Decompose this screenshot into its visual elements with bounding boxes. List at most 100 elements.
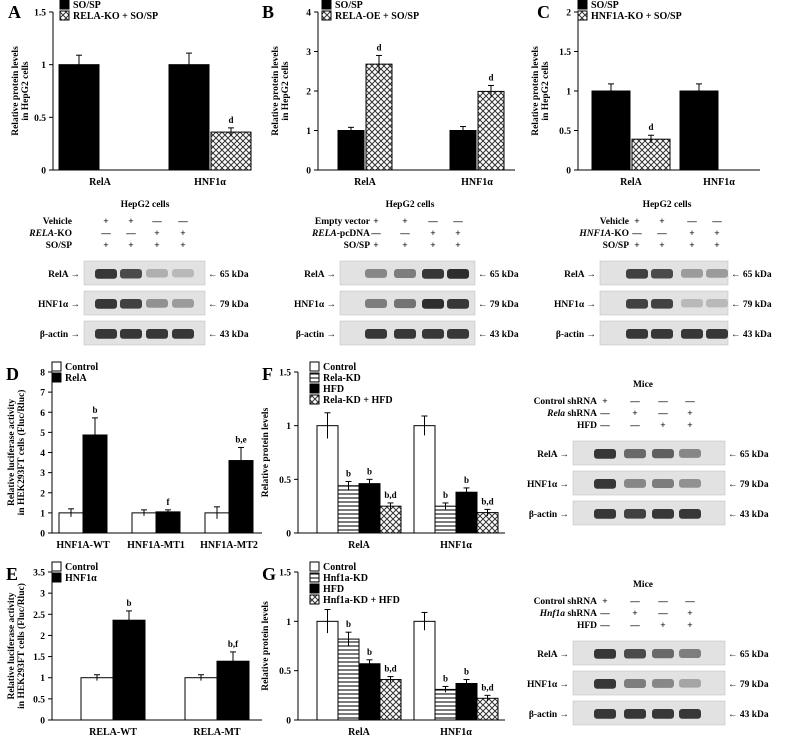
treatment-sign: — (629, 421, 640, 431)
chart-d: D 0 1 2 3 4 5 6 7 8 Relative luciferase activity in… (6, 361, 262, 551)
legend-swatch (309, 394, 320, 405)
legend-label: RelA (65, 373, 87, 384)
band-size: ← 65 kDa (728, 450, 769, 460)
legend-label: SO/SP (591, 0, 619, 11)
band-size: ← 79 kDa (478, 300, 519, 310)
treatment-sign: — (370, 229, 381, 239)
y-tick-label: 8 (40, 369, 45, 379)
treatment-sign: + (632, 409, 637, 419)
bar (455, 491, 478, 534)
protein-band (365, 299, 387, 308)
significance-label: b,d (481, 682, 493, 692)
condition-label: Vehicle (600, 217, 629, 227)
treatment-sign: — (125, 229, 136, 239)
treatment-sign: — (711, 217, 722, 227)
category-label: HNF1α (461, 177, 493, 188)
y-axis-label: Relative protein levels (261, 601, 271, 691)
category-label: RelA (620, 177, 642, 188)
treatment-sign: + (659, 217, 664, 227)
treatment-sign: — (151, 217, 162, 227)
legend-swatch (51, 561, 62, 572)
legend-label: SO/SP (73, 0, 101, 11)
protein-band (422, 329, 444, 339)
condition-suffix: -KO (611, 229, 629, 239)
bar (58, 64, 100, 171)
panel-letter: A (8, 2, 21, 22)
y-tick-label: 0 (286, 530, 291, 540)
protein-band (365, 329, 387, 339)
treatment-sign: + (714, 241, 719, 251)
band-name: HNF1α → (527, 480, 569, 490)
protein-band (422, 269, 444, 279)
significance-label: b,d (384, 664, 396, 674)
protein-band (120, 329, 142, 339)
band-name: RelA → (537, 650, 569, 660)
y-tick-label: 1.5 (559, 48, 571, 58)
band-size: ← 79 kDa (728, 680, 769, 690)
protein-band (624, 509, 646, 519)
treatment-sign: — (657, 609, 668, 619)
chart-g: G 0 0.5 1 1.5 Relative protein levels b b b,d Rel… (261, 561, 505, 738)
y-axis-label: Relative protein levels (261, 407, 271, 497)
treatment-sign: + (430, 229, 435, 239)
chart-f: F 0 0.5 1 1.5 Relative protein levels b b b,d Rel… (261, 361, 505, 551)
legend-swatch (577, 10, 588, 21)
treatment-sign: + (660, 621, 665, 631)
band-name: HNF1α → (527, 680, 569, 690)
protein-band (679, 479, 701, 488)
band-name: HNF1α → (38, 300, 80, 310)
gene-name: RELA (311, 229, 337, 239)
bar (476, 697, 499, 721)
legend-swatch (51, 572, 62, 583)
band-size: ← 43 kDa (478, 330, 519, 340)
y-axis-label: in HepG2 cells (281, 61, 291, 120)
protein-band (120, 269, 142, 279)
legend-swatch (309, 594, 320, 605)
treatment-sign: + (602, 397, 607, 407)
protein-band (626, 329, 648, 339)
y-tick-label: 2 (306, 88, 311, 98)
band-name: β-actin → (529, 710, 569, 720)
y-tick-label: 3 (40, 590, 45, 600)
y-tick-label: 1 (306, 127, 311, 137)
y-tick-label: 1.5 (33, 653, 45, 663)
category-label: RelA (348, 727, 370, 738)
treatment-sign: — (427, 217, 438, 227)
treatment-sign: + (660, 421, 665, 431)
legend-label: SO/SP (335, 0, 363, 11)
significance-label: d (376, 42, 381, 52)
bar (477, 90, 505, 171)
y-tick-label: 1.5 (279, 369, 291, 379)
protein-band (594, 509, 616, 519)
category-label: RELA-MT (193, 727, 241, 738)
protein-band (651, 269, 673, 279)
protein-band (422, 299, 444, 309)
y-tick-label: 2.5 (33, 611, 45, 621)
protein-band (447, 329, 469, 339)
treatment-sign: — (599, 621, 610, 631)
protein-band (679, 679, 701, 688)
condition-label: Hnf1a shRNA (539, 609, 597, 619)
significance-label: b (443, 673, 448, 683)
condition-label: HNF1A-KO (578, 229, 629, 239)
legend-label: HFD (323, 384, 344, 395)
significance-label: b (92, 405, 97, 415)
legend-label: Control (323, 562, 356, 573)
blot-title: HepG2 cells (643, 200, 692, 210)
y-axis-label: in HEK293FT cells (Fluc/Rluc) (16, 390, 27, 516)
band-name: RelA → (537, 450, 569, 460)
protein-band (679, 449, 701, 458)
protein-band (172, 269, 194, 278)
legend-label: Control (323, 362, 356, 373)
chart-b: B 0 1 2 3 4 Relative protein levels in HepG2 ce… (262, 0, 515, 188)
condition-suffix: shRNA (565, 409, 597, 419)
band-name: RelA → (564, 270, 596, 280)
protein-band (681, 299, 703, 308)
treatment-sign: + (689, 229, 694, 239)
bar (210, 131, 252, 171)
condition-label: Control shRNA (534, 397, 598, 407)
treatment-sign: — (100, 229, 111, 239)
condition-suffix: shRNA (565, 609, 597, 619)
treatment-sign: — (599, 609, 610, 619)
